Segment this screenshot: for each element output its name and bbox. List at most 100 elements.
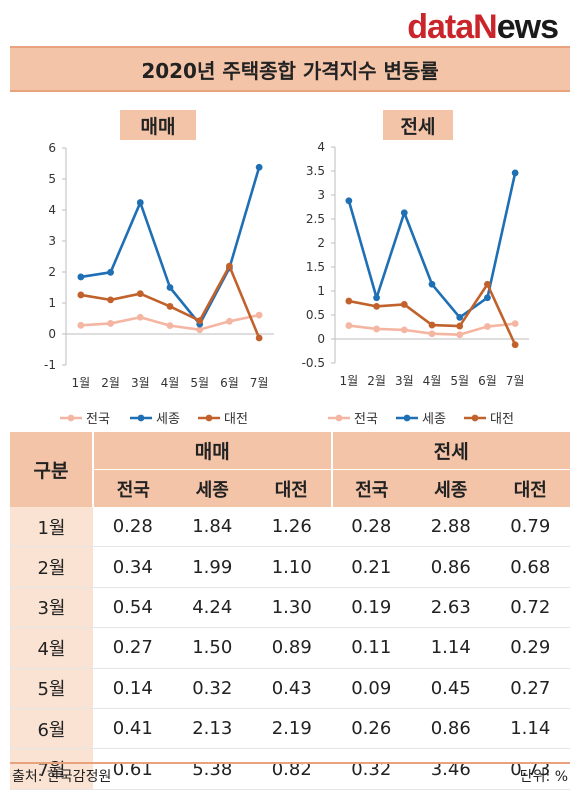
data-point bbox=[255, 334, 263, 342]
table-row: 4월 0.27 1.50 0.89 0.11 1.14 0.29 bbox=[10, 627, 570, 669]
x-tick-label: 1월 bbox=[340, 374, 359, 388]
x-tick-label: 7월 bbox=[506, 374, 525, 388]
y-tick-label: -0.5 bbox=[302, 356, 325, 370]
data-point bbox=[400, 209, 408, 217]
data-point bbox=[428, 321, 436, 329]
table-cell: 1.99 bbox=[172, 546, 252, 588]
data-point bbox=[456, 314, 464, 321]
table-cell: 0.89 bbox=[252, 627, 332, 669]
data-point bbox=[511, 169, 519, 177]
table-cell: 0.09 bbox=[331, 668, 411, 709]
row-month: 5월 bbox=[10, 668, 93, 709]
table-row: 2월 0.34 1.99 1.10 0.21 0.86 0.68 bbox=[10, 546, 570, 588]
legend-swatch-dot bbox=[205, 414, 213, 422]
series-line-sejong bbox=[347, 172, 517, 319]
data-point bbox=[77, 291, 85, 299]
data-point bbox=[345, 297, 353, 305]
table-subheader: 전국 bbox=[330, 469, 411, 507]
legend-label: 세종 bbox=[156, 412, 180, 427]
table-subheader: 대전 bbox=[490, 469, 570, 507]
data-point bbox=[196, 326, 204, 334]
table-subheader: 전국 bbox=[92, 469, 173, 507]
table-cell: 0.11 bbox=[331, 627, 411, 669]
x-tick-label: 1월 bbox=[72, 376, 91, 390]
y-tick-label: 4 bbox=[317, 140, 325, 154]
data-point bbox=[456, 331, 464, 339]
table-subheader: 대전 bbox=[252, 469, 332, 507]
table-cell: 1.14 bbox=[411, 627, 491, 669]
y-tick-label: 2 bbox=[48, 265, 56, 279]
table-cell: 1.10 bbox=[252, 546, 332, 588]
legend-swatch-dot bbox=[137, 414, 145, 422]
legend-swatch-dot bbox=[335, 414, 343, 422]
x-tick-label: 5월 bbox=[190, 376, 209, 390]
legend-label: 전국 bbox=[86, 412, 110, 427]
table-cell: 0.14 bbox=[93, 668, 173, 709]
data-point bbox=[166, 322, 174, 330]
row-month: 1월 bbox=[10, 507, 93, 548]
table-cell: 4.24 bbox=[172, 587, 252, 629]
data-point bbox=[77, 321, 85, 329]
table-group-jeonse: 전세 bbox=[330, 432, 570, 470]
data-point bbox=[107, 268, 114, 276]
x-tick-label: 2월 bbox=[367, 374, 386, 388]
data-point bbox=[226, 317, 233, 325]
x-tick-label: 4월 bbox=[161, 376, 180, 390]
y-tick-label: 5 bbox=[48, 172, 56, 186]
table-cell: 0.19 bbox=[331, 587, 411, 629]
data-table: 구분 매매 전세 전국 세종 대전 전국 세종 대전 1월 0.28 1.84 1.2… bbox=[10, 432, 570, 790]
data-point bbox=[196, 317, 204, 325]
legend-label: 대전 bbox=[490, 412, 514, 427]
datanews-logo: dataNews bbox=[407, 8, 559, 46]
data-point bbox=[166, 284, 174, 291]
data-point bbox=[255, 311, 263, 319]
y-tick-label: 6 bbox=[48, 141, 56, 155]
page-title: 2020년 주택종합 가격지수 변동률 bbox=[141, 58, 439, 83]
table-row: 1월 0.28 1.84 1.26 0.28 2.88 0.79 bbox=[10, 507, 570, 548]
data-point bbox=[136, 313, 144, 321]
data-point bbox=[428, 280, 436, 288]
table-cell: 0.79 bbox=[490, 507, 570, 548]
table-cell: 0.73 bbox=[490, 748, 570, 790]
data-point bbox=[400, 301, 408, 308]
y-tick-label: 4 bbox=[48, 203, 56, 217]
bottom-divider bbox=[10, 762, 570, 764]
y-tick-label: 1 bbox=[48, 296, 56, 310]
table-cell: 0.32 bbox=[331, 748, 411, 790]
row-month: 3월 bbox=[10, 587, 93, 629]
x-tick-label: 2월 bbox=[101, 376, 120, 390]
x-tick-label: 7월 bbox=[250, 376, 269, 390]
y-tick-label: 2 bbox=[317, 236, 325, 250]
y-tick-label: 3 bbox=[48, 234, 56, 248]
y-tick-label: 0.5 bbox=[306, 308, 325, 322]
data-point bbox=[226, 262, 233, 270]
table-cell: 0.41 bbox=[93, 708, 173, 750]
y-tick-label: 1.5 bbox=[306, 260, 325, 274]
data-point bbox=[136, 199, 144, 206]
table-cell: 0.82 bbox=[252, 748, 332, 790]
table-subheader: 세종 bbox=[172, 469, 252, 507]
data-point bbox=[511, 341, 519, 349]
data-point bbox=[373, 302, 380, 310]
data-point bbox=[428, 330, 436, 338]
chart-title-jeonse: 전세 bbox=[383, 110, 453, 140]
table-row: 5월 0.14 0.32 0.43 0.09 0.45 0.27 bbox=[10, 668, 570, 709]
table-subheader: 세종 bbox=[411, 469, 491, 507]
table-cell: 0.86 bbox=[411, 708, 491, 750]
table-cell: 0.34 bbox=[93, 546, 173, 588]
chart-title-sale: 매매 bbox=[120, 110, 196, 140]
data-point bbox=[345, 197, 353, 205]
legend-label: 세종 bbox=[422, 412, 446, 427]
table-cell: 1.84 bbox=[172, 507, 252, 548]
row-month: 2월 bbox=[10, 546, 93, 588]
legend-swatch-dot bbox=[403, 414, 411, 422]
data-point bbox=[107, 296, 114, 304]
data-point bbox=[373, 294, 380, 302]
table-cell: 5.38 bbox=[172, 748, 252, 790]
table-cell: 0.68 bbox=[490, 546, 570, 588]
table-cell: 0.43 bbox=[252, 668, 332, 709]
table-cell: 2.19 bbox=[252, 708, 332, 750]
unit-note: 단위: % bbox=[519, 769, 568, 785]
table-corner: 구분 bbox=[10, 432, 93, 507]
